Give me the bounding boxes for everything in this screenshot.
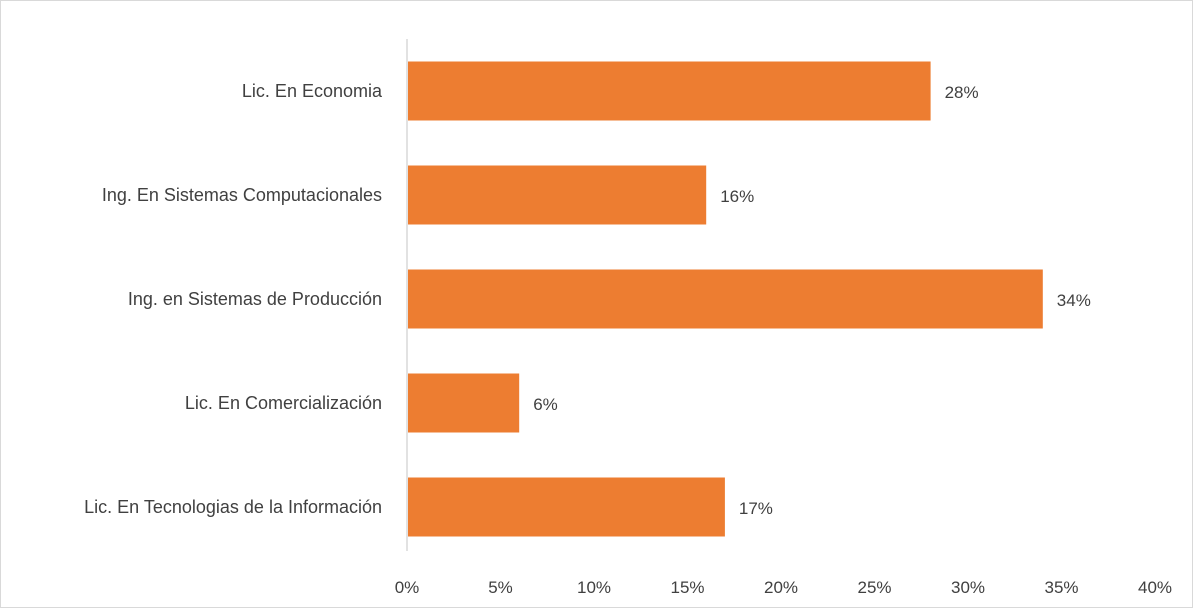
x-tick-label: 35% — [1044, 578, 1078, 597]
x-axis-tick-labels: 0% 5% 10% 15% 20% 25% 30% 35% 40% — [395, 578, 1172, 597]
x-tick-label: 20% — [764, 578, 798, 597]
bar — [408, 165, 707, 225]
category-labels: Lic. En Economia Ing. En Sistemas Computa… — [84, 81, 383, 517]
x-tick-label: 10% — [577, 578, 611, 597]
data-label: 17% — [739, 499, 773, 518]
x-tick-label: 30% — [951, 578, 985, 597]
x-tick-label: 25% — [857, 578, 891, 597]
bar — [408, 477, 725, 537]
x-tick-label: 40% — [1138, 578, 1172, 597]
data-label: 34% — [1057, 291, 1091, 310]
x-tick-label: 15% — [670, 578, 704, 597]
x-tick-label: 5% — [488, 578, 513, 597]
data-labels: 28% 16% 34% 6% 17% — [533, 83, 1091, 518]
category-label: Lic. En Economia — [242, 81, 383, 101]
data-label: 6% — [533, 395, 558, 414]
bars — [408, 61, 1043, 537]
bar — [408, 269, 1043, 329]
category-label: Lic. En Comercialización — [185, 393, 382, 413]
data-label: 28% — [945, 83, 979, 102]
x-tick-label: 0% — [395, 578, 420, 597]
category-label: Ing. En Sistemas Computacionales — [102, 185, 382, 205]
data-label: 16% — [720, 187, 754, 206]
category-label: Lic. En Tecnologias de la Información — [84, 497, 382, 517]
category-label: Ing. en Sistemas de Producción — [128, 289, 382, 309]
bar — [408, 61, 931, 121]
bar — [408, 373, 520, 433]
